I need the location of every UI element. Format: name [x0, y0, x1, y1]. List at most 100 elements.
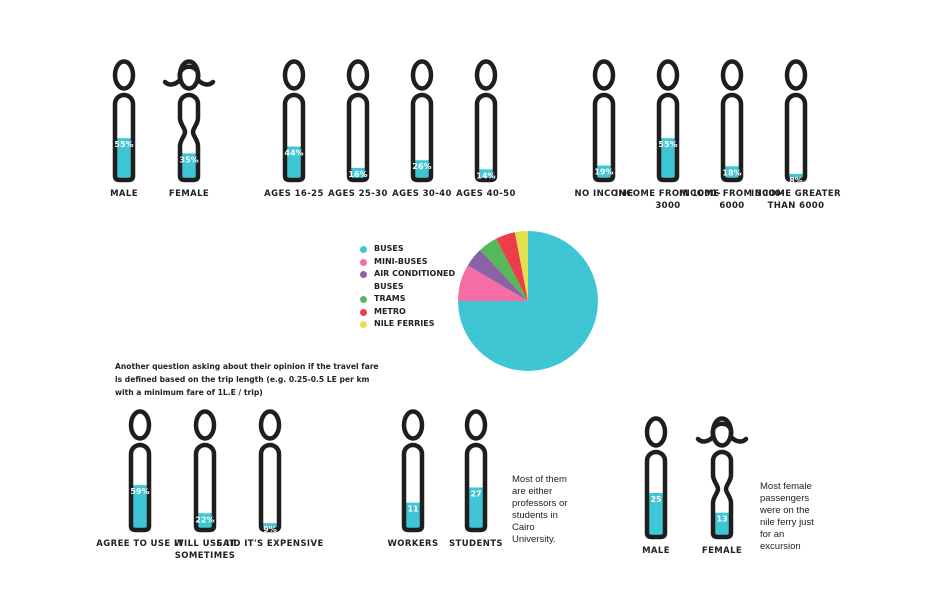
head-icon [784, 59, 808, 91]
value-label: 13 [716, 515, 727, 524]
ages-figure-3: 14% [456, 58, 516, 184]
figure-label: SAID IT'S EXPENSIVE [216, 539, 324, 549]
legend-dot [360, 321, 367, 328]
figure-label: MALE [110, 189, 138, 199]
legend-dot [360, 271, 367, 278]
income-figure-1: 55% [638, 58, 698, 184]
figure-label: STUDENTS [449, 539, 503, 549]
body-outline [644, 449, 668, 540]
fill-level [115, 138, 133, 180]
head-icon [464, 409, 488, 441]
income-figure-2: 18% [702, 58, 762, 184]
fill-level [787, 173, 805, 180]
pie-legend: BUSES MINI-BUSES AIR CONDITIONED BUSES TRAM… [360, 243, 470, 331]
value-label: 8% [789, 176, 803, 185]
head-icon [592, 59, 616, 91]
head-icon [474, 59, 498, 91]
legend-label: MINI-BUSES [374, 256, 428, 266]
head-icon [258, 409, 282, 441]
legend-label: NILE FERRIES [374, 319, 435, 328]
head-icon [644, 416, 668, 448]
person-icon: 14% [474, 59, 498, 183]
person-icon: 9% [258, 409, 282, 534]
figure-label: AGES 30-40 [392, 189, 452, 199]
value-label: 22% [195, 515, 214, 524]
head-icon [346, 59, 370, 91]
body-outline [258, 442, 282, 533]
legend-dot [360, 308, 367, 316]
gender-figure-1: 35% [159, 58, 219, 184]
person-icon: 44% [282, 59, 306, 183]
legend-item: METRO [360, 306, 470, 319]
figure-label: INCOME FROM 3000-6000 [679, 189, 785, 211]
value-label: 55% [114, 140, 133, 149]
opinion-figure-2: 9% [240, 408, 300, 534]
legend-item: TRAMS [360, 293, 470, 306]
head-icon [112, 59, 136, 91]
value-label: 25 [650, 495, 662, 504]
legend-item: MINI-BUSES [360, 256, 470, 269]
person-icon: 22% [193, 409, 217, 533]
head-icon [656, 59, 680, 91]
ages-figure-0: 44% [264, 58, 324, 184]
pie-slice [480, 238, 528, 301]
figure-label: INCOME GREATER THAN 6000 [751, 189, 841, 211]
hair-icon [162, 64, 216, 87]
figure-label: NO INCOME [574, 189, 634, 199]
head-icon [720, 59, 744, 91]
legend-label: AIR CONDITIONED BUSES [374, 269, 456, 291]
fill-level [477, 169, 495, 180]
value-label: 27 [470, 489, 481, 498]
value-label: 19% [594, 168, 613, 177]
person-icon: 13 [695, 416, 749, 540]
ferry_gender-figure-0: 25 [626, 415, 686, 541]
hair-icon [695, 421, 749, 444]
income-figure-3: 8% [766, 58, 826, 185]
legend-item: NILE FERRIES [360, 318, 470, 331]
fill-level [659, 138, 677, 180]
ages-figure-1: 16% [328, 58, 388, 184]
body-outline [401, 442, 425, 533]
ferry_gender-figure-1: 13 [692, 415, 752, 541]
fill-level [404, 502, 422, 530]
value-label: 18% [722, 168, 741, 177]
person-icon: 35% [162, 59, 216, 183]
legend-dot [360, 296, 367, 303]
fill-level [723, 166, 741, 180]
figure-label: AGES 40-50 [456, 189, 516, 199]
head-icon [410, 59, 434, 91]
occupation-figure-1: 27 [446, 408, 506, 534]
transport-pie-chart [458, 231, 598, 371]
person-icon: 16% [346, 59, 370, 183]
value-label: 55% [658, 140, 677, 149]
figure-label: AGREE TO USE IT [96, 539, 184, 549]
gender-figure-0: 55% [94, 58, 154, 184]
figure-label: FEMALE [168, 189, 210, 199]
ages-figure-2: 26% [392, 58, 452, 184]
legend-item: BUSES [360, 243, 470, 256]
value-label: 16% [348, 170, 367, 179]
pie-slice [458, 265, 528, 301]
person-icon: 11 [401, 409, 425, 533]
person-icon: 25 [644, 416, 668, 540]
income-figure-0: 19% [574, 58, 634, 184]
legend-item: AIR CONDITIONED BUSES [360, 268, 470, 293]
figure-label: AGES 16-25 [264, 189, 324, 199]
body-outline [464, 442, 488, 533]
value-label: 26% [412, 162, 431, 171]
body-outline [592, 92, 616, 183]
body-outline [128, 442, 152, 533]
fill-level [131, 485, 149, 530]
body-outline [282, 92, 306, 183]
value-label: 35% [179, 155, 198, 164]
fill-level [413, 160, 431, 180]
body-outline [710, 449, 734, 540]
person-icon: 8% [784, 59, 808, 185]
body-outline [784, 92, 808, 183]
pie-slice [467, 249, 528, 301]
value-label: 9% [263, 525, 277, 534]
fill-level [261, 523, 279, 530]
fill-level [713, 512, 731, 537]
value-label: 14% [476, 171, 495, 180]
figure-label: AGES 25-30 [328, 189, 388, 199]
